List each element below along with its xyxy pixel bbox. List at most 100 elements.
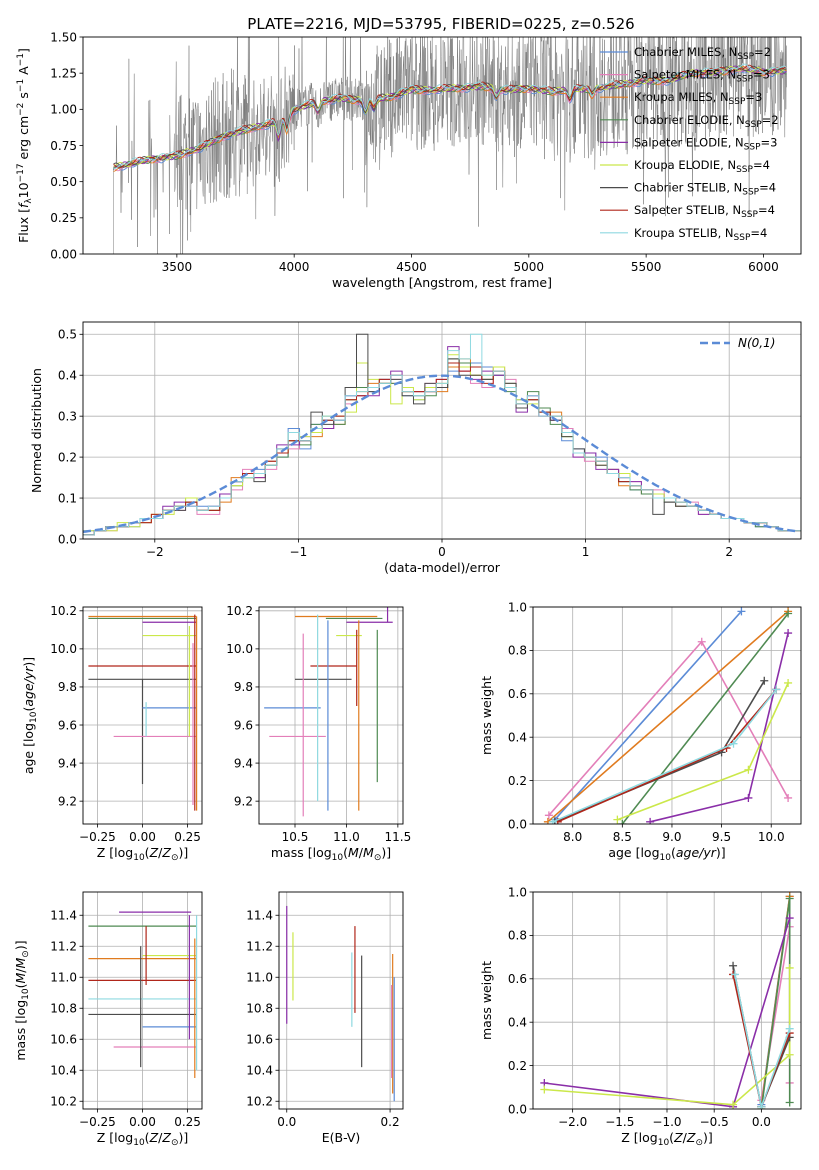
y-tick-label: 1.0 — [508, 600, 527, 614]
y-tick-label: 0.8 — [508, 644, 527, 658]
y-axis-label: age [log10(age/yr)] — [21, 657, 39, 774]
legend: N(0,1) — [700, 336, 775, 350]
axes-frame — [532, 891, 802, 1110]
y-axis-label: mass [log10(M/M⊙)] — [13, 940, 31, 1060]
legend-entry: N(0,1) — [738, 336, 775, 350]
y-tick-label: 10.2 — [246, 1095, 273, 1109]
ticks — [79, 610, 188, 828]
x-axis-label: mass [log10(M/M⊙)] — [271, 845, 391, 863]
weight-marker — [784, 793, 793, 802]
ticks — [275, 914, 391, 1113]
grid — [533, 606, 801, 825]
grid — [259, 607, 403, 824]
y-axis-label: Flux [fλ10−17 erg cm−2 s−1 A−1] — [16, 48, 34, 243]
weight-marker — [785, 894, 794, 903]
y-tick-label: 11.0 — [50, 971, 77, 985]
y-tick-label: 10.6 — [50, 1033, 77, 1047]
y-axis-label: mass weight — [479, 961, 494, 1040]
x-tick-label: −1 — [290, 545, 308, 559]
x-axis-label: age [log10(age/yr)] — [608, 845, 725, 863]
y-tick-label: 9.2 — [234, 794, 253, 808]
panel-weight-vs-age: 8.0 8.5 9.0 9.5 10.0 0.0 0.2 0.4 0.6 0.8 1.0 mass w… — [479, 600, 802, 863]
weight-line — [557, 688, 777, 823]
y-tick-label: 9.8 — [234, 680, 253, 694]
x-tick-label: 10.0 — [758, 830, 785, 844]
weight-series-kroupa-elodie — [613, 678, 793, 824]
y-axis-label: Normed distribution — [29, 368, 44, 493]
x-axis-label: E(B-V) — [322, 1130, 361, 1145]
y-tick-label: 10.0 — [50, 642, 77, 656]
y-tick-label: 11.4 — [246, 909, 273, 923]
y-tick-label: 10.8 — [50, 1002, 77, 1016]
axes-frame — [82, 606, 203, 825]
plot-area — [264, 607, 393, 817]
plot-area — [286, 905, 395, 1102]
y-tick-label: 11.0 — [246, 971, 273, 985]
weight-line — [554, 610, 742, 821]
panel-age-vs-mass: 10.5 11.0 11.5 9.2 9.4 9.6 9.8 10.0 10.2 mass [lo… — [226, 604, 411, 863]
x-tick-label: 11.0 — [333, 830, 360, 844]
x-tick-label: 11.5 — [384, 830, 411, 844]
weight-marker — [785, 914, 794, 923]
x-tick-label: 1 — [582, 545, 590, 559]
x-tick-label: 6000 — [748, 260, 779, 274]
axes-frame — [82, 36, 802, 255]
x-tick-label: 0.0 — [277, 1115, 296, 1129]
x-tick-label: 0.00 — [129, 1115, 156, 1129]
ticks — [79, 333, 730, 543]
y-tick-label: 10.4 — [246, 1064, 273, 1078]
panel-mass-vs-ebv: 0.0 0.2 10.2 10.4 10.6 10.8 11.0 11.2 11.4 E(B-V) — [246, 891, 404, 1145]
x-tick-label: −0.25 — [79, 1115, 116, 1129]
y-tick-label: 11.4 — [50, 909, 77, 923]
y-tick-label: 11.2 — [50, 940, 77, 954]
y-tick-label: 10.2 — [226, 604, 253, 618]
y-tick-label: 10.8 — [246, 1002, 273, 1016]
y-tick-label: 0.4 — [58, 369, 77, 383]
y-tick-label: 0.0 — [508, 1102, 527, 1116]
y-tick-label: 1.0 — [508, 885, 527, 899]
weight-series-kroupa-stelib — [548, 685, 781, 824]
errorbar-point — [88, 678, 197, 785]
x-tick-label: 5500 — [631, 260, 662, 274]
x-tick-label: −1.0 — [652, 1115, 681, 1129]
x-tick-label: −2 — [146, 545, 164, 559]
weight-marker — [544, 811, 553, 820]
x-axis-label: Z [log10(Z/Z⊙)] — [97, 1130, 189, 1148]
y-tick-label: 10.2 — [50, 1095, 77, 1109]
legend-entry: Chabrier ELODIE, NSSP=2 — [634, 113, 779, 130]
y-tick-label: 9.4 — [234, 756, 253, 770]
weight-line — [621, 613, 789, 824]
weight-marker — [613, 815, 622, 824]
x-tick-label: 4500 — [396, 260, 427, 274]
weight-marker — [618, 820, 627, 824]
legend-entry: Salpeter MILES, NSSP=3 — [634, 68, 770, 85]
y-tick-label: 0.5 — [58, 328, 77, 342]
weight-marker — [784, 678, 793, 687]
y-tick-label: 1.25 — [50, 66, 77, 80]
legend-entry: Chabrier MILES, NSSP=2 — [634, 45, 771, 62]
x-tick-label: 10.5 — [282, 830, 309, 844]
x-axis-label: (data-model)/error — [384, 560, 501, 575]
legend-entry: Kroupa ELODIE, NSSP=4 — [634, 158, 770, 175]
ticks — [255, 610, 399, 828]
panel-mass-vs-Z: −0.25 0.00 0.25 10.2 10.4 10.6 10.8 11.0 11.2 11.… — [13, 891, 203, 1148]
weight-marker — [785, 1098, 794, 1107]
y-tick-label: 9.8 — [58, 680, 77, 694]
y-tick-label: 0.1 — [58, 491, 77, 505]
panel-residuals: −2 −1 0 1 2 0.0 0.1 0.2 0.3 0.4 0.5 N(0,1) (data-mod… — [29, 321, 802, 575]
grid — [83, 607, 202, 824]
y-tick-label: 9.6 — [234, 718, 253, 732]
y-tick-label: 0.0 — [58, 532, 77, 546]
y-tick-label: 0.0 — [508, 817, 527, 831]
y-tick-label: 0.2 — [58, 450, 77, 464]
weight-series-salpeter-stelib — [553, 685, 781, 824]
weight-marker — [760, 676, 769, 685]
x-tick-label: −0.25 — [79, 830, 116, 844]
weight-marker — [785, 1050, 794, 1059]
plot-area — [83, 333, 801, 536]
y-axis-label: mass weight — [479, 676, 494, 755]
x-axis-label: Z [log10(Z/Z⊙)] — [621, 1130, 713, 1148]
x-tick-label: 0 — [438, 545, 446, 559]
weight-line — [547, 610, 789, 823]
